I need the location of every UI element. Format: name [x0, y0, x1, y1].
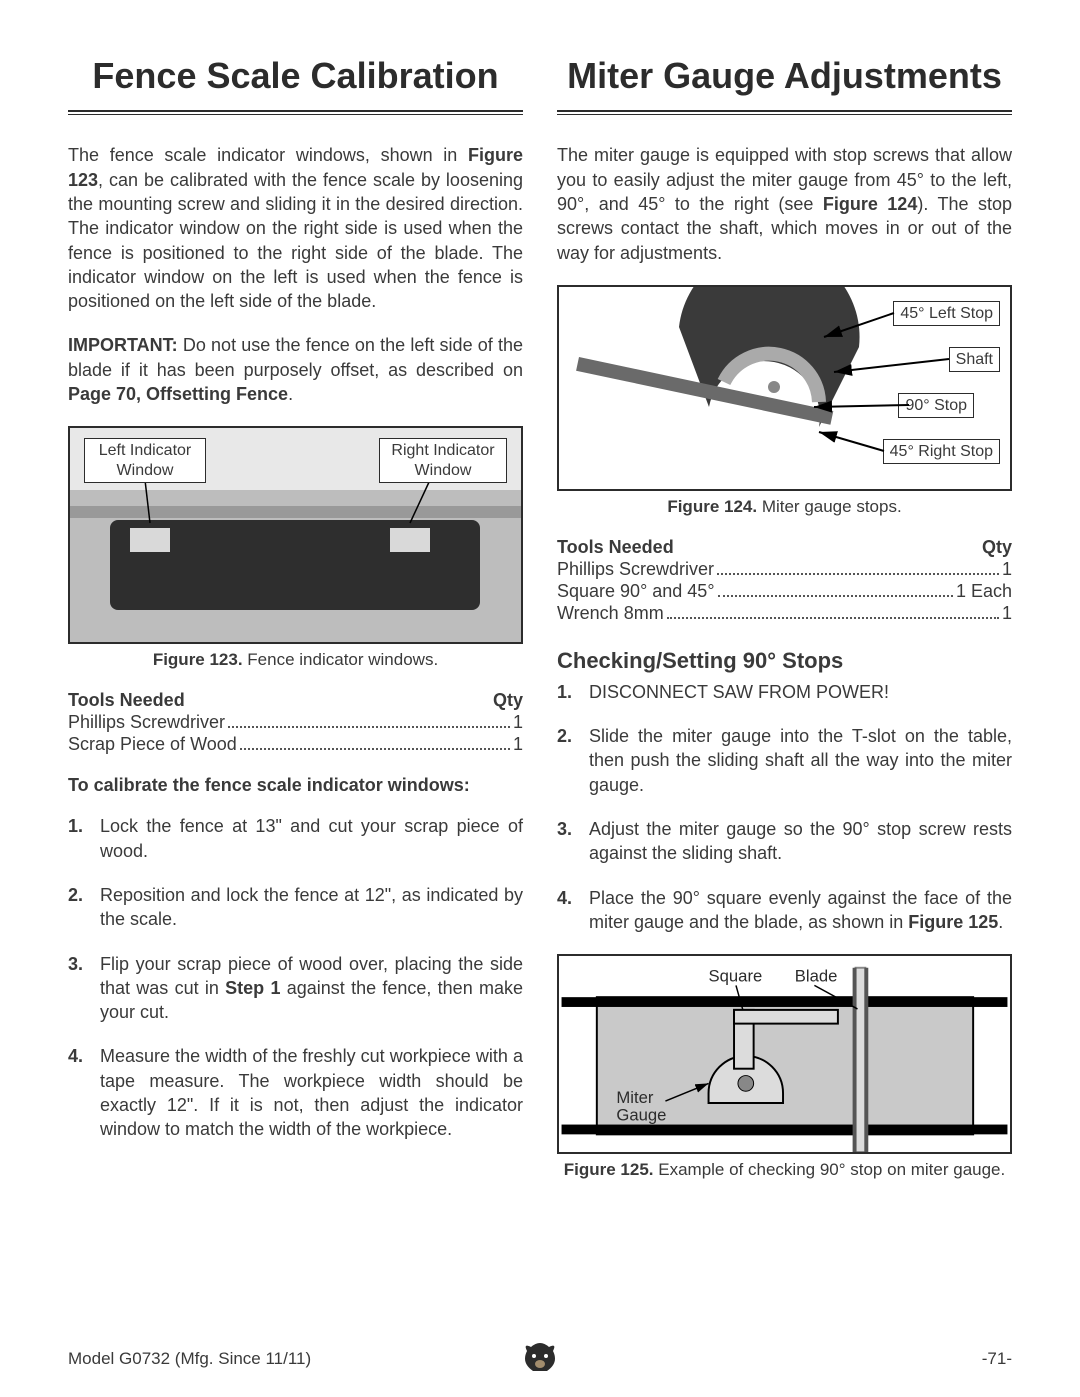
svg-text:Gauge: Gauge: [616, 1106, 666, 1125]
left-instr-title: To calibrate the fence scale indicator w…: [68, 775, 523, 796]
model-number: Model G0732 (Mfg. Since 11/11): [68, 1349, 311, 1369]
caption-bold: Figure 123.: [153, 650, 243, 669]
fig-ref: Figure 124: [823, 194, 918, 214]
right-subhead: Checking/Setting 90° Stops: [557, 648, 1012, 674]
tool-label: Phillips Screwdriver: [68, 712, 225, 733]
step-item: Flip your scrap piece of wood over, plac…: [68, 952, 523, 1025]
fig125-caption: Figure 125. Example of checking 90° stop…: [557, 1160, 1012, 1180]
right-indicator-label: Right Indicator Window: [379, 438, 507, 482]
text: The fence scale indicator windows, shown…: [68, 145, 468, 165]
text: , can be calibrated with the fence scale…: [68, 170, 523, 311]
tool-row: Square 90° and 45° 1 Each: [557, 581, 1012, 602]
bear-logo-icon: [521, 1341, 559, 1378]
tool-qty: 1: [1002, 559, 1012, 580]
step-item: Lock the fence at 13" and cut your scrap…: [68, 814, 523, 863]
left-important: IMPORTANT: Do not use the fence on the l…: [68, 333, 523, 406]
left-title: Fence Scale Calibration: [68, 55, 523, 96]
important-label: IMPORTANT:: [68, 335, 178, 355]
page-ref: Page 70, Offsetting Fence: [68, 384, 288, 404]
tool-label: Phillips Screwdriver: [557, 559, 714, 580]
tool-qty: 1: [513, 712, 523, 733]
fig123-caption: Figure 123. Fence indicator windows.: [68, 650, 523, 670]
right-column: Miter Gauge Adjustments The miter gauge …: [557, 55, 1012, 1200]
fig124-caption: Figure 124. Miter gauge stops.: [557, 497, 1012, 517]
svg-text:Square: Square: [709, 967, 763, 986]
caption-text: Example of checking 90° stop on miter ga…: [654, 1160, 1006, 1179]
text: .: [288, 384, 293, 404]
figure-125: Square Blade Miter Gauge: [557, 954, 1012, 1154]
right-tools-header: Tools Needed Qty: [557, 537, 1012, 558]
fig125-graphic: Square Blade Miter Gauge: [559, 956, 1010, 1152]
left-tools-header: Tools Needed Qty: [68, 690, 523, 711]
qty-label: Qty: [493, 690, 523, 711]
tool-label: Square 90° and 45°: [557, 581, 715, 602]
leader-dots: [228, 726, 510, 728]
title-rule-inner: [557, 114, 1012, 115]
step-item: Measure the width of the freshly cut wor…: [68, 1044, 523, 1141]
page-number: -71-: [982, 1349, 1012, 1369]
caption-text: Miter gauge stops.: [757, 497, 902, 516]
step-item: Place the 90° square evenly against the …: [557, 886, 1012, 935]
leader-dots: [667, 617, 999, 619]
figure-123: Left Indicator Window Right Indicator Wi…: [68, 426, 523, 644]
tool-label: Wrench 8mm: [557, 603, 664, 624]
qty-label: Qty: [982, 537, 1012, 558]
fig124-arrows: [559, 287, 1010, 489]
page-footer: Model G0732 (Mfg. Since 11/11) -71-: [68, 1349, 1012, 1369]
tool-qty: 1 Each: [956, 581, 1012, 602]
tool-row: Scrap Piece of Wood 1: [68, 734, 523, 755]
tool-row: Wrench 8mm 1: [557, 603, 1012, 624]
figure-124: 45° Left Stop Shaft 90° Stop 45° Right S…: [557, 285, 1012, 491]
leader-dots: [718, 595, 953, 597]
step-item: Adjust the miter gauge so the 90° stop s…: [557, 817, 1012, 866]
svg-text:Miter: Miter: [616, 1088, 653, 1107]
step-item: Slide the miter gauge into the T-slot on…: [557, 724, 1012, 797]
right-title: Miter Gauge Adjustments: [557, 55, 1012, 96]
page-columns: Fence Scale Calibration The fence scale …: [68, 55, 1012, 1200]
step-item: DISCONNECT SAW FROM POWER!: [557, 680, 1012, 704]
leader-dots: [240, 748, 510, 750]
tool-qty: 1: [1002, 603, 1012, 624]
title-rule: [68, 110, 523, 112]
caption-bold: Figure 124.: [667, 497, 757, 516]
tool-qty: 1: [513, 734, 523, 755]
tool-label: Scrap Piece of Wood: [68, 734, 237, 755]
title-rule-inner: [68, 114, 523, 115]
left-para1: The fence scale indicator windows, shown…: [68, 143, 523, 313]
left-column: Fence Scale Calibration The fence scale …: [68, 55, 523, 1200]
tool-row: Phillips Screwdriver 1: [68, 712, 523, 733]
left-steps: Lock the fence at 13" and cut your scrap…: [68, 814, 523, 1141]
tool-row: Phillips Screwdriver 1: [557, 559, 1012, 580]
title-rule: [557, 110, 1012, 112]
caption-bold: Figure 125.: [564, 1160, 654, 1179]
step-item: Reposition and lock the fence at 12", as…: [68, 883, 523, 932]
tools-label: Tools Needed: [557, 537, 674, 558]
leader-dots: [717, 573, 999, 575]
svg-text:Blade: Blade: [795, 967, 838, 986]
right-tools-list: Phillips Screwdriver 1 Square 90° and 45° 1…: [557, 559, 1012, 624]
caption-text: Fence indicator windows.: [243, 650, 439, 669]
right-para1: The miter gauge is equipped with stop sc…: [557, 143, 1012, 264]
left-indicator-label: Left Indicator Window: [84, 438, 206, 482]
tools-label: Tools Needed: [68, 690, 185, 711]
left-tools-list: Phillips Screwdriver1Scrap Piece of Wood…: [68, 712, 523, 755]
right-steps: DISCONNECT SAW FROM POWER! Slide the mite…: [557, 680, 1012, 934]
